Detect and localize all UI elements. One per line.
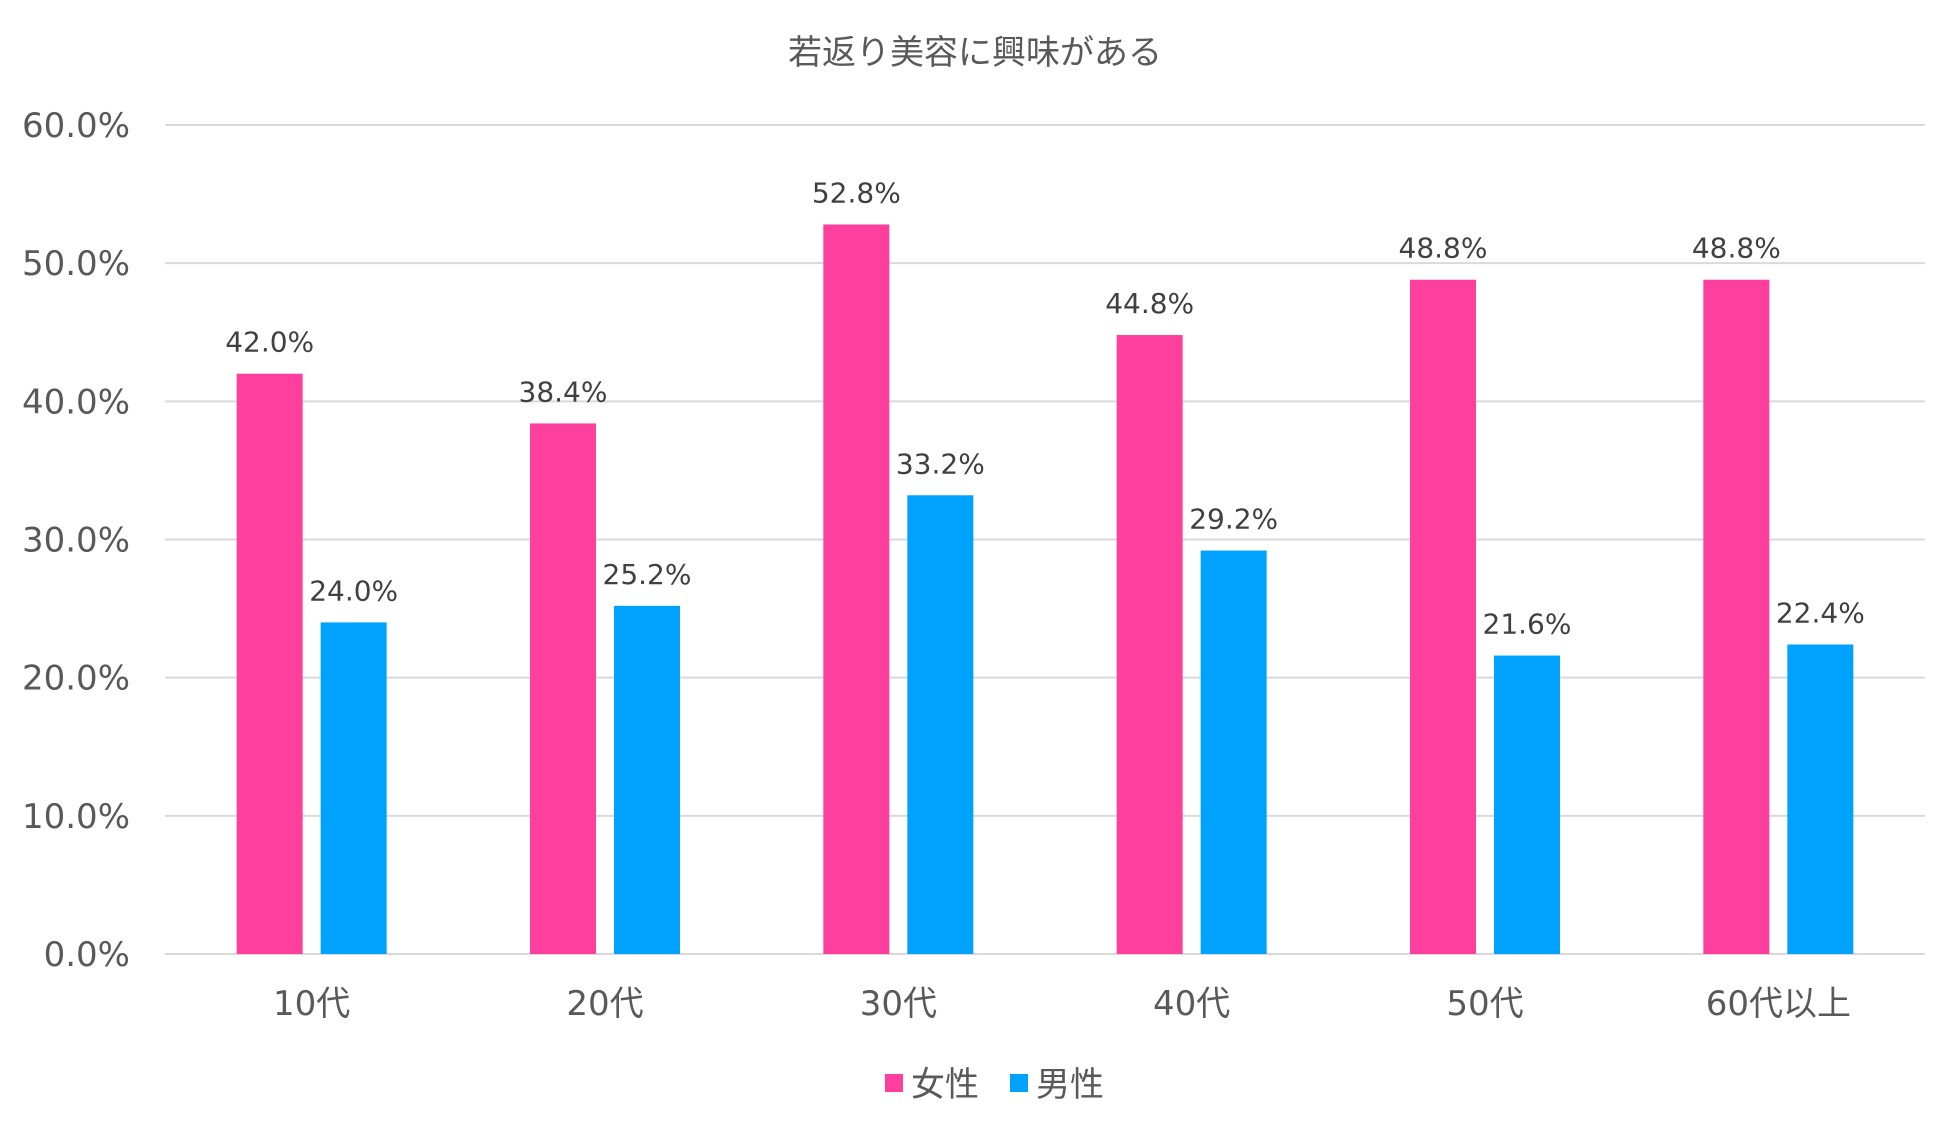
bar-female-5 — [1703, 279, 1770, 954]
data-label: 25.2% — [603, 558, 692, 591]
bar-male-0 — [320, 622, 387, 954]
data-label: 48.8% — [1692, 232, 1781, 265]
y-tick-label: 40.0% — [22, 382, 130, 422]
y-tick-label: 50.0% — [22, 244, 130, 284]
y-tick-label: 30.0% — [22, 521, 130, 561]
bar-female-2 — [823, 224, 890, 955]
x-category-label: 40代 — [1153, 984, 1230, 1024]
bars — [236, 224, 1854, 955]
data-label: 42.0% — [225, 326, 314, 359]
x-category-label: 20代 — [566, 984, 643, 1024]
y-tick-label: 60.0% — [22, 106, 130, 146]
legend-swatch-male — [1010, 1074, 1028, 1092]
data-label: 33.2% — [896, 447, 985, 480]
bar-female-1 — [530, 423, 596, 954]
y-axis-tick-labels: 0.0% 10.0% 20.0% 30.0% 40.0% 50.0% 60.0% — [22, 106, 130, 975]
data-labels: 42.0% 24.0% 38.4% 25.2% 52.8% 33.2% 44.8% 29.2%… — [225, 176, 1865, 640]
bar-male-5 — [1787, 644, 1854, 954]
bar-female-3 — [1116, 335, 1183, 955]
data-label: 52.8% — [812, 176, 901, 209]
data-label: 44.8% — [1105, 287, 1194, 320]
bar-male-1 — [614, 605, 680, 954]
legend-label-female: 女性 — [911, 1065, 979, 1105]
bar-female-4 — [1410, 279, 1476, 954]
legend-label-male: 男性 — [1036, 1065, 1104, 1105]
bar-female-0 — [236, 373, 303, 954]
x-category-label: 60代以上 — [1706, 984, 1851, 1024]
bar-male-4 — [1494, 655, 1560, 954]
bar-male-2 — [907, 495, 974, 954]
x-axis-category-labels: 10代 20代 30代 40代 50代 60代以上 — [273, 984, 1851, 1024]
data-label: 22.4% — [1776, 597, 1865, 630]
x-category-label: 50代 — [1446, 984, 1523, 1024]
x-category-label: 10代 — [273, 984, 350, 1024]
legend-swatch-female — [885, 1074, 903, 1092]
data-label: 29.2% — [1189, 503, 1278, 536]
y-tick-label: 10.0% — [22, 797, 130, 837]
y-tick-label: 20.0% — [22, 659, 130, 699]
x-category-label: 30代 — [860, 984, 937, 1024]
data-label: 21.6% — [1483, 608, 1572, 641]
y-tick-label: 0.0% — [44, 935, 130, 975]
bar-male-3 — [1200, 550, 1267, 954]
data-label: 38.4% — [519, 375, 608, 408]
data-label: 48.8% — [1399, 232, 1488, 265]
data-label: 24.0% — [309, 574, 398, 607]
legend: 女性 男性 — [885, 1065, 1104, 1105]
chart-title: 若返り美容に興味がある — [788, 33, 1162, 73]
gridlines — [165, 124, 1925, 955]
